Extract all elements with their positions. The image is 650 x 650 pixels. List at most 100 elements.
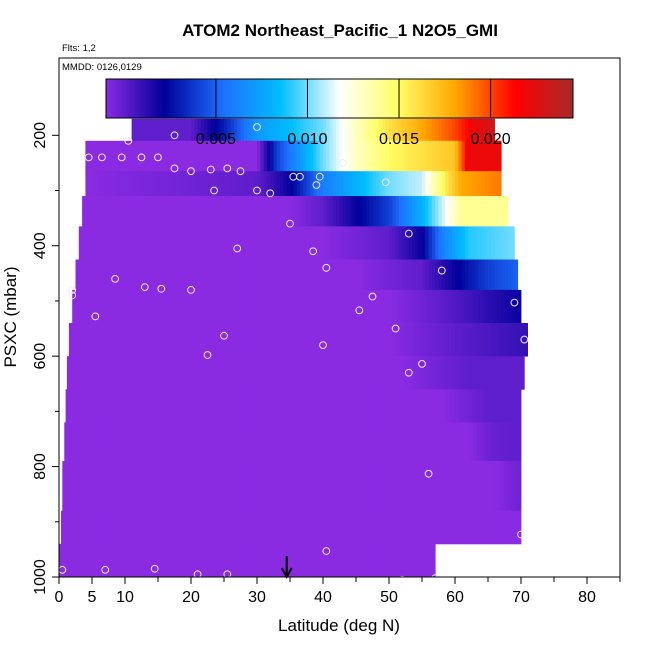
heatmap-cell <box>174 196 179 227</box>
y-tick-label: 800 <box>32 453 49 480</box>
heatmap-cell <box>414 510 418 545</box>
heatmap-cell <box>494 461 499 512</box>
heatmap-cell <box>150 422 154 462</box>
heatmap-cell <box>237 226 241 260</box>
heatmap-cell <box>484 171 489 197</box>
heatmap-cell <box>138 289 142 324</box>
heatmap-cell <box>207 226 212 260</box>
heatmap-cell <box>336 289 340 324</box>
heatmap-cell <box>319 140 324 172</box>
heatmap-cell <box>121 543 126 577</box>
heatmap-cell <box>471 196 476 227</box>
heatmap-cell <box>451 461 456 512</box>
heatmap-cell <box>451 323 456 357</box>
heatmap-cell <box>260 118 264 142</box>
heatmap-cell <box>200 289 205 324</box>
heatmap-cell <box>220 140 225 172</box>
heatmap-cell <box>134 196 139 227</box>
heatmap-cell <box>260 323 264 357</box>
heatmap-cell <box>247 389 251 423</box>
x-tick-label: 0 <box>55 589 64 606</box>
heatmap-cell <box>398 259 403 291</box>
heatmap-cell <box>402 140 406 172</box>
heatmap-cell <box>336 259 340 291</box>
heatmap-cell <box>182 356 187 390</box>
heatmap-cell <box>131 118 136 142</box>
heatmap-cell <box>445 196 449 227</box>
heatmap-cell <box>118 323 123 357</box>
flights-note: Flts: 1,2 <box>62 43 96 54</box>
heatmap-cell <box>266 389 271 423</box>
heatmap-cell <box>144 543 149 577</box>
heatmap-cell <box>377 422 382 462</box>
heatmap-cell <box>491 226 495 260</box>
heatmap-cell <box>204 543 208 577</box>
heatmap-cell <box>283 171 288 197</box>
heatmap-cell <box>410 422 415 462</box>
heatmap-cell <box>266 323 271 357</box>
heatmap-cell <box>280 140 284 172</box>
heatmap-cell <box>257 171 261 197</box>
heatmap-cell <box>181 171 185 197</box>
heatmap-cell <box>507 323 512 357</box>
heatmap-cell <box>111 461 116 512</box>
heatmap-cell <box>95 140 99 172</box>
heatmap-cell <box>329 196 334 227</box>
heatmap-cell <box>60 510 65 545</box>
heatmap-cell <box>111 259 116 291</box>
heatmap-cell <box>342 389 347 423</box>
heatmap-cell <box>438 289 443 324</box>
heatmap-cell <box>248 356 253 390</box>
heatmap-cell <box>417 510 422 545</box>
heatmap-cell <box>296 196 301 227</box>
heatmap-cell <box>171 323 175 357</box>
heatmap-cell <box>266 196 271 227</box>
heatmap-cell <box>111 389 116 423</box>
heatmap-cell <box>78 289 83 324</box>
heatmap-cell <box>92 196 96 227</box>
heatmap-cell <box>118 226 123 260</box>
heatmap-cell <box>158 461 162 512</box>
heatmap-cell <box>297 356 302 390</box>
heatmap-cell <box>177 226 182 260</box>
heatmap-cell <box>131 389 136 423</box>
heatmap-cell <box>397 422 402 462</box>
heatmap-cell <box>93 510 98 545</box>
heatmap-cell <box>214 543 218 577</box>
heatmap-cell <box>280 461 284 512</box>
heatmap-cell <box>164 196 169 227</box>
heatmap-cell <box>319 289 324 324</box>
heatmap-cell <box>144 461 149 512</box>
heatmap-cell <box>131 461 136 512</box>
heatmap-cell <box>494 323 499 357</box>
heatmap-cell <box>192 356 197 390</box>
heatmap-cell <box>166 422 171 462</box>
heatmap-cell <box>389 226 393 260</box>
heatmap-cell <box>230 140 235 172</box>
heatmap-cell <box>402 118 406 142</box>
heatmap-cell <box>72 389 76 423</box>
heatmap-cell <box>217 461 222 512</box>
heatmap-cell <box>167 226 172 260</box>
heatmap-cell <box>410 510 415 545</box>
heatmap-cell <box>519 422 522 462</box>
heatmap-cell <box>356 289 360 324</box>
heatmap-cell <box>395 118 400 142</box>
heatmap-cell <box>113 510 118 545</box>
heatmap-cell <box>154 118 159 142</box>
heatmap-cell <box>435 118 439 142</box>
heatmap-cell <box>438 118 443 142</box>
flight-point <box>391 324 400 333</box>
heatmap-cell <box>392 140 396 172</box>
heatmap-cell <box>144 289 149 324</box>
heatmap-cell <box>288 510 293 545</box>
heatmap-cell <box>491 323 495 357</box>
heatmap-cell <box>455 171 459 197</box>
heatmap-cell <box>474 140 479 172</box>
heatmap-cell <box>365 196 370 227</box>
heatmap-cell <box>382 389 387 423</box>
heatmap-cell <box>336 118 340 142</box>
heatmap-cell <box>309 118 314 142</box>
heatmap-cell <box>249 422 253 462</box>
heatmap-cell <box>305 422 309 462</box>
